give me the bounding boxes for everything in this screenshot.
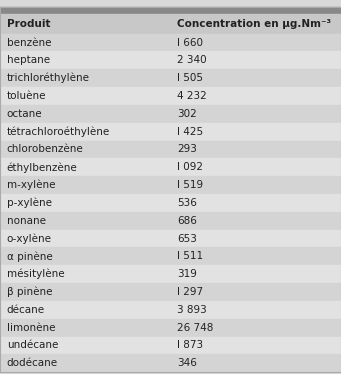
Text: undécane: undécane bbox=[7, 340, 58, 350]
Text: 3 893: 3 893 bbox=[177, 305, 207, 315]
Text: 319: 319 bbox=[177, 269, 197, 279]
Bar bbox=[0, 265, 341, 283]
Bar bbox=[0, 69, 341, 87]
Bar bbox=[0, 87, 341, 105]
Text: Produit: Produit bbox=[7, 19, 50, 29]
Text: I 092: I 092 bbox=[177, 162, 203, 172]
Bar bbox=[0, 319, 341, 337]
Text: I 519: I 519 bbox=[177, 180, 204, 190]
Bar bbox=[0, 158, 341, 176]
Text: 4 232: 4 232 bbox=[177, 91, 207, 101]
Bar bbox=[0, 248, 341, 265]
Text: heptane: heptane bbox=[7, 55, 50, 65]
Text: décane: décane bbox=[7, 305, 45, 315]
Bar bbox=[0, 7, 341, 14]
Text: éthylbenzène: éthylbenzène bbox=[7, 162, 77, 172]
Bar bbox=[0, 230, 341, 248]
Text: I 660: I 660 bbox=[177, 37, 203, 47]
Text: I 873: I 873 bbox=[177, 340, 204, 350]
Text: p-xylène: p-xylène bbox=[7, 197, 52, 208]
Bar bbox=[0, 194, 341, 212]
Text: I 297: I 297 bbox=[177, 287, 204, 297]
Text: I 505: I 505 bbox=[177, 73, 203, 83]
Text: toluène: toluène bbox=[7, 91, 46, 101]
Bar bbox=[0, 105, 341, 123]
Bar bbox=[0, 354, 341, 372]
Bar bbox=[0, 123, 341, 141]
Text: nonane: nonane bbox=[7, 216, 46, 226]
Text: 26 748: 26 748 bbox=[177, 323, 214, 332]
Text: o-xylène: o-xylène bbox=[7, 233, 52, 244]
Text: 293: 293 bbox=[177, 144, 197, 154]
Text: m-xylène: m-xylène bbox=[7, 180, 55, 190]
Text: α pinène: α pinène bbox=[7, 251, 53, 261]
Text: 686: 686 bbox=[177, 216, 197, 226]
Text: limonène: limonène bbox=[7, 323, 55, 332]
Text: I 425: I 425 bbox=[177, 127, 204, 137]
Bar bbox=[0, 14, 341, 34]
Bar bbox=[0, 212, 341, 230]
Text: 2 340: 2 340 bbox=[177, 55, 207, 65]
Text: I 511: I 511 bbox=[177, 251, 204, 261]
Text: Concentration en μg.Nm⁻³: Concentration en μg.Nm⁻³ bbox=[177, 19, 331, 29]
Bar bbox=[0, 337, 341, 354]
Text: benzène: benzène bbox=[7, 37, 51, 47]
Bar bbox=[0, 52, 341, 69]
Bar bbox=[0, 301, 341, 319]
Bar bbox=[0, 176, 341, 194]
Text: chlorobenzène: chlorobenzène bbox=[7, 144, 84, 154]
Text: 653: 653 bbox=[177, 233, 197, 243]
Text: tétrachloroéthylène: tétrachloroéthylène bbox=[7, 126, 110, 137]
Text: 302: 302 bbox=[177, 109, 197, 119]
Text: 346: 346 bbox=[177, 358, 197, 368]
Text: trichloréthylène: trichloréthylène bbox=[7, 73, 90, 83]
Bar bbox=[0, 141, 341, 158]
Text: 536: 536 bbox=[177, 198, 197, 208]
Bar bbox=[0, 283, 341, 301]
Text: dodécane: dodécane bbox=[7, 358, 58, 368]
Text: β pinène: β pinène bbox=[7, 287, 52, 297]
Text: octane: octane bbox=[7, 109, 42, 119]
Text: mésitylène: mésitylène bbox=[7, 269, 64, 279]
Bar bbox=[0, 34, 341, 52]
